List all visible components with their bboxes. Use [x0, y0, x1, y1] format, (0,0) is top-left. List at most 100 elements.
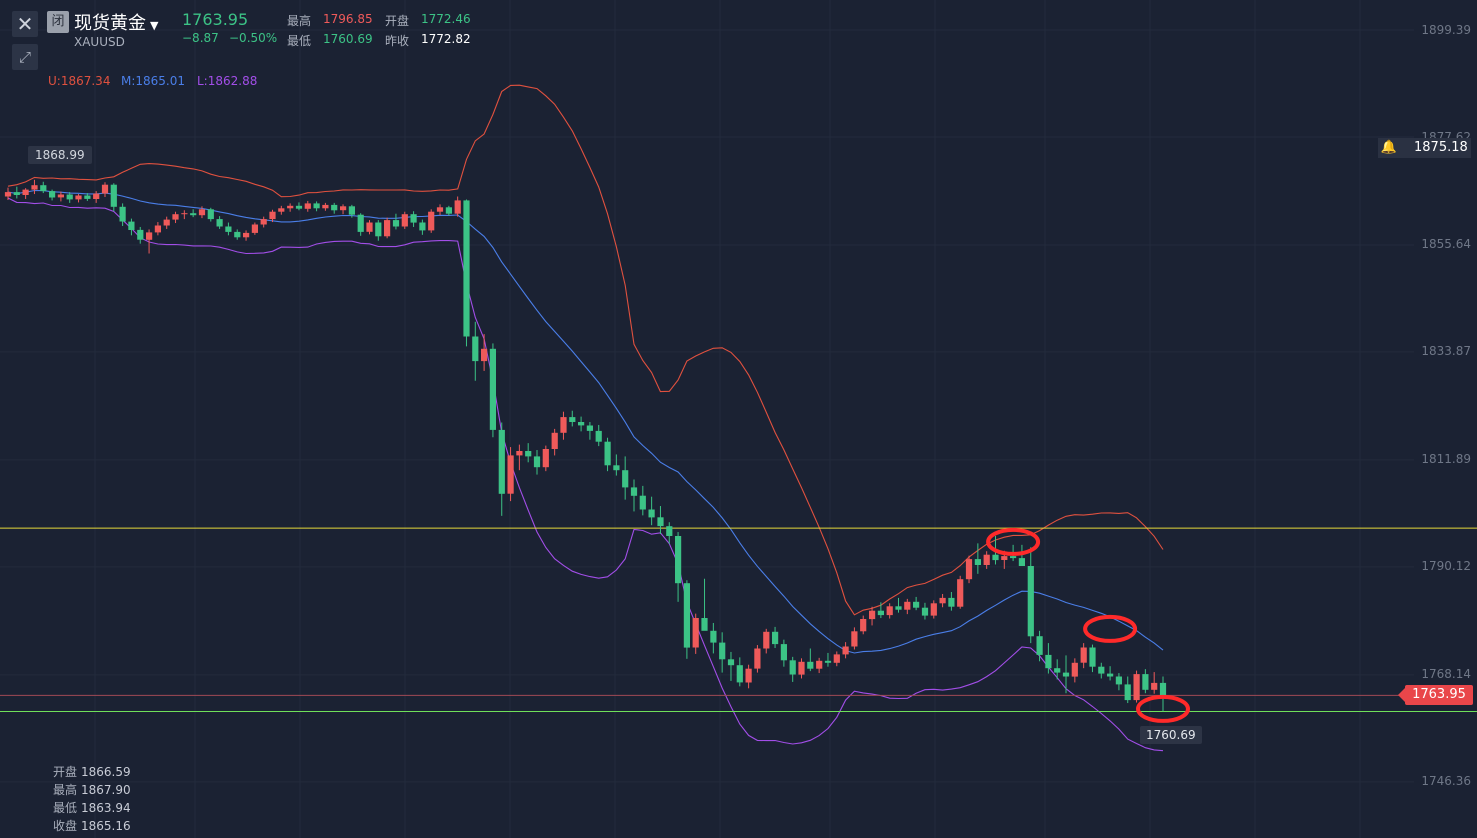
min-price-tag: 1760.69 [1140, 726, 1202, 744]
candle-body [146, 232, 153, 240]
candle-body [860, 619, 867, 632]
candle-body [357, 214, 364, 232]
candle-body [1001, 556, 1008, 560]
y-tick-label: 1746.36 [1421, 774, 1471, 788]
candle-body [331, 204, 338, 211]
candle-body [445, 207, 452, 214]
candle-body [719, 642, 726, 660]
candle-body [463, 200, 470, 337]
candle-body [1062, 672, 1070, 677]
candle-body [974, 559, 981, 565]
candle-body [304, 203, 311, 209]
alert-price: 1875.18 [1414, 140, 1468, 155]
candle-body [930, 603, 937, 616]
candle-body [886, 606, 893, 616]
candle-body [595, 430, 602, 442]
bell-icon[interactable]: 🔔 [1380, 140, 1398, 155]
candle-body [1133, 674, 1140, 701]
ohlc-close: 收盘 1865.16 [53, 817, 131, 834]
candle-body [384, 220, 391, 237]
candle-body [101, 184, 109, 194]
candle-body [772, 631, 779, 645]
candle-body [1018, 558, 1025, 566]
candle-body [498, 429, 505, 494]
candle-body [630, 487, 638, 496]
candle-body [75, 195, 82, 200]
candle-body [692, 618, 699, 648]
candle-body [727, 659, 735, 666]
candle-body [392, 220, 400, 227]
candle-body [1010, 556, 1017, 559]
candle-body [234, 231, 241, 238]
candle-body [269, 211, 276, 220]
y-tick-label: 1811.89 [1421, 452, 1471, 466]
candle-body [904, 601, 911, 610]
candle-body [789, 660, 796, 675]
candle-body [992, 554, 999, 561]
current-price-tag: 1763.95 [1398, 685, 1473, 705]
candle-body [1036, 636, 1043, 655]
candle-body [745, 668, 752, 683]
candle-body [1107, 673, 1114, 677]
open-label: 开盘 [385, 14, 410, 28]
candle-body [807, 661, 814, 669]
candle-body [965, 559, 973, 580]
candle-body [40, 185, 47, 192]
candle-body [216, 219, 223, 227]
candle-body [1098, 666, 1105, 674]
candle-body [366, 222, 373, 232]
y-tick-label: 1790.12 [1421, 559, 1471, 573]
low-label: 最低 [287, 34, 312, 48]
close-icon: ✕ [16, 12, 34, 36]
candle-body [604, 441, 611, 466]
price-alert[interactable] [1378, 138, 1471, 158]
candle-body [675, 536, 682, 584]
close-button[interactable]: ✕ [12, 11, 38, 37]
candle-body [816, 660, 823, 669]
max-price-tag: 1868.99 [28, 146, 92, 164]
ohlc-close-value: 1865.16 [81, 819, 131, 833]
ohlc-close-label: 收盘 [53, 819, 78, 833]
candle-body [824, 660, 832, 663]
candle-body [1159, 682, 1167, 696]
price-change-percent: −0.50% [229, 31, 278, 45]
candle-body [375, 222, 382, 237]
candle-body [348, 206, 355, 215]
candle-body [84, 195, 91, 199]
candle-body [701, 618, 708, 631]
candle-body [551, 432, 558, 449]
instrument-selector[interactable]: 现货黄金 ▼ [74, 9, 158, 35]
bollinger-middle-line [7, 189, 1164, 654]
candle-body [533, 456, 541, 468]
candle-body [578, 422, 585, 426]
ohlc-low-value: 1863.94 [81, 801, 131, 815]
candle-body [1115, 676, 1122, 685]
candle-body [119, 206, 126, 222]
candle-body [1142, 674, 1149, 690]
instrument-symbol: XAUUSD [74, 35, 125, 49]
candle-body [419, 222, 426, 231]
candle-body [137, 229, 144, 240]
candle-body [410, 214, 417, 223]
candle-body [128, 221, 135, 230]
prev-close-value: 1772.82 [421, 32, 471, 46]
bollinger-upper: U:1867.34 [48, 74, 111, 88]
candle-body [322, 204, 329, 209]
highlight-circle [986, 527, 1041, 556]
candle-body [190, 213, 197, 216]
candle-body [154, 225, 161, 233]
candle-body [516, 451, 523, 456]
candle-body [921, 607, 929, 616]
candle-body [66, 194, 73, 200]
candle-body [295, 205, 303, 209]
expand-button[interactable]: ⤢ [12, 44, 38, 70]
y-tick-label: 1855.64 [1421, 237, 1471, 251]
candle-body [251, 224, 258, 233]
candle-body [983, 554, 990, 565]
y-tick-label: 1768.14 [1421, 667, 1471, 681]
candle-body [957, 579, 964, 607]
bollinger-middle: M:1865.01 [121, 74, 186, 88]
candle-body [340, 206, 347, 211]
bollinger-lower-line [7, 197, 1164, 752]
